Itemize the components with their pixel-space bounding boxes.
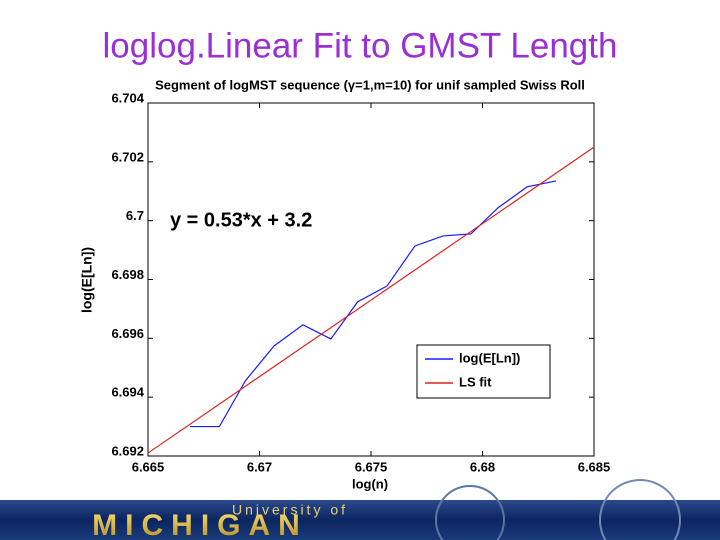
slide-title: loglog.Linear Fit to GMST Length bbox=[103, 26, 618, 65]
y-tick-label: 6.694 bbox=[111, 385, 144, 400]
plot-frame bbox=[147, 102, 595, 457]
legend-label: log(E[Ln]) bbox=[459, 350, 520, 365]
fit-annotation: y = 0.53*x + 3.2 bbox=[170, 209, 312, 231]
legend-box bbox=[416, 344, 551, 399]
x-tick-label: 6.68 bbox=[470, 459, 495, 474]
x-tick-label: 6.67 bbox=[247, 459, 272, 474]
y-tick-label: 6.704 bbox=[111, 90, 144, 105]
chart-title: Segment of logMST sequence (γ=1,m=10) fo… bbox=[155, 77, 585, 92]
y-tick-label: 6.7 bbox=[126, 208, 144, 223]
y-tick-label: 6.702 bbox=[111, 149, 144, 164]
seal bbox=[435, 485, 505, 540]
x-axis-label: log(n) bbox=[352, 476, 388, 491]
y-tick-label: 6.692 bbox=[111, 443, 144, 458]
x-tick-label: 6.665 bbox=[132, 459, 165, 474]
x-tick-label: 6.675 bbox=[355, 459, 388, 474]
x-tick-label: 6.685 bbox=[578, 459, 611, 474]
y-tick-label: 6.696 bbox=[111, 326, 144, 341]
footer-university: University of bbox=[232, 502, 348, 518]
series-line bbox=[147, 146, 595, 454]
y-axis-label: log(E[Ln]) bbox=[79, 247, 95, 313]
series-line bbox=[189, 180, 557, 428]
footer-name: MICHIGAN bbox=[92, 509, 308, 540]
y-tick-label: 6.698 bbox=[111, 267, 144, 282]
plot: 6.665 6.67 6.675 6.68 6.685 6.692 6.694 6.696 6.… bbox=[111, 90, 610, 474]
seal bbox=[599, 479, 681, 540]
legend-label: LS fit bbox=[459, 374, 492, 389]
